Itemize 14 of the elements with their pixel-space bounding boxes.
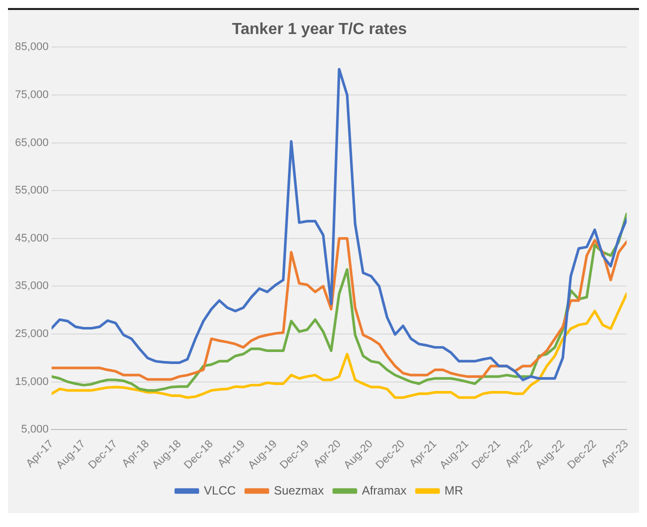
y-tick-label: 55,000 [14,184,49,197]
legend-label: Suezmax [274,483,324,498]
chart-title: Tanker 1 year T/C rates [232,21,408,38]
legend-label: Aframax [362,483,407,498]
y-tick-label: 35,000 [14,280,49,292]
y-tick-label: 85,000 [14,41,49,54]
legend-label: MR [444,483,464,498]
legend-label: VLCC [204,483,236,498]
y-tick-label: 65,000 [14,136,49,149]
y-tick-label: 25,000 [14,328,49,340]
y-tick-label: 5,000 [21,424,49,436]
y-tick-label: 45,000 [14,232,49,244]
y-tick-label: 75,000 [14,89,49,102]
y-tick-label: 15,000 [14,376,49,388]
